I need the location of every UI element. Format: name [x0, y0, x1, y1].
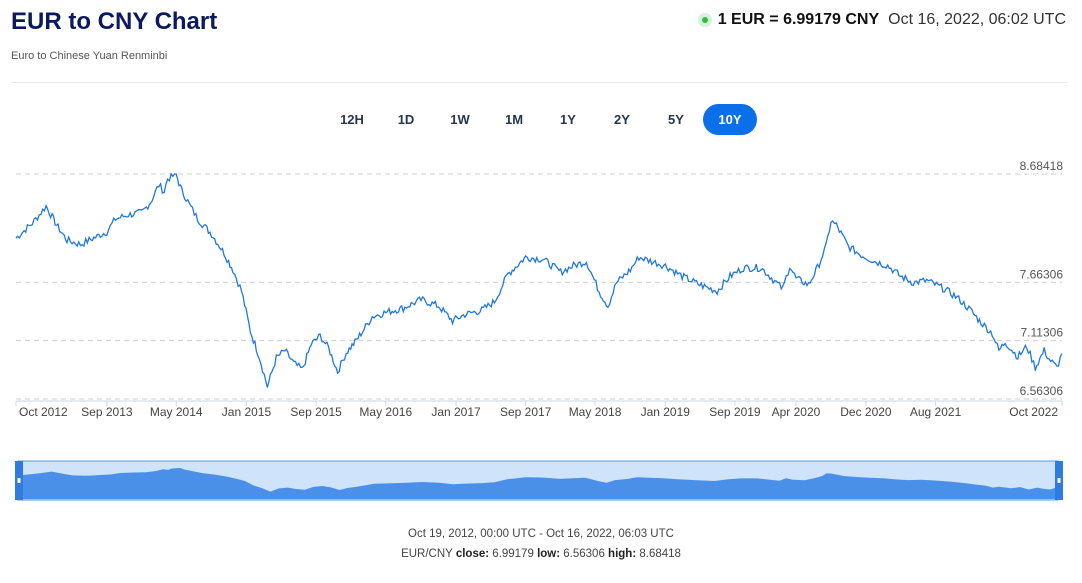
navigator-left-handle[interactable]: [15, 461, 23, 500]
x-tick-label: Jan 2015: [222, 405, 272, 419]
high-label: high:: [608, 548, 637, 560]
x-tick-label: May 2014: [150, 405, 203, 419]
x-tick-label: Aug 2021: [910, 405, 962, 419]
x-tick-label: Sep 2017: [500, 405, 552, 419]
range-navigator[interactable]: [15, 460, 1063, 501]
x-tick-label: Jan 2019: [641, 405, 691, 419]
header-divider: [11, 82, 1068, 83]
current-rate: 1 EUR = 6.99179 CNY Oct 16, 2022, 06:02 …: [697, 11, 1066, 29]
x-tick-label: Dec 2020: [840, 405, 892, 419]
y-tick-label: 7.11306: [1021, 326, 1064, 340]
summary-stats: EUR/CNY close: 6.99179 low: 6.56306 high…: [0, 548, 1082, 560]
close-value: 6.99179: [492, 548, 534, 560]
x-tick-label: May 2018: [569, 405, 622, 419]
tab-12h[interactable]: 12H: [340, 112, 364, 127]
y-tick-label: 6.56306: [1020, 384, 1064, 398]
close-label: close:: [455, 548, 490, 560]
page-subtitle: Euro to Chinese Yuan Renminbi: [11, 50, 168, 62]
tab-1d[interactable]: 1D: [397, 112, 415, 127]
x-tick-label: Sep 2019: [709, 405, 761, 419]
page-title: EUR to CNY Chart: [11, 8, 218, 35]
tab-10y[interactable]: 10Y: [703, 104, 757, 135]
rate-value: 1 EUR = 6.99179 CNY: [717, 11, 880, 28]
y-axis-labels: 8.68418 7.66306 7.11306 6.56306: [1020, 159, 1064, 398]
x-tick-label: Jan 2017: [431, 405, 481, 419]
navigator-area: [22, 468, 1055, 499]
tab-1w[interactable]: 1W: [450, 112, 470, 127]
navigator-right-handle[interactable]: [1055, 461, 1063, 500]
tab-1m[interactable]: 1M: [504, 112, 524, 127]
y-tick-label: 8.68418: [1020, 159, 1064, 173]
rate-series-line: [15, 172, 1063, 388]
low-value: 6.56306: [563, 548, 605, 560]
x-tick-label: Oct 2012: [19, 405, 68, 419]
date-range-label: Oct 19, 2012, 00:00 UTC - Oct 16, 2022, …: [408, 528, 674, 540]
tab-2y[interactable]: 2Y: [614, 112, 630, 127]
grid-lines: [16, 173, 1062, 400]
tab-1y[interactable]: 1Y: [560, 112, 576, 127]
y-tick-label: 7.66306: [1020, 267, 1064, 281]
exchange-rate-chart: 8.68418 7.66306 7.11306 6.56306 Oct 2012 Sep…: [15, 159, 1064, 501]
range-tabs: 12H 1D 1W 1M 1Y 2Y 5Y 10Y: [0, 104, 1082, 135]
live-status-icon: [697, 13, 712, 27]
x-tick-label: Sep 2015: [290, 405, 342, 419]
x-tick-label: Oct 2022: [1009, 405, 1058, 419]
tab-5y[interactable]: 5Y: [668, 112, 684, 127]
x-axis-labels: Oct 2012 Sep 2013 May 2014 Jan 2015 Sep 2015…: [15, 401, 1063, 419]
x-tick-label: Apr 2020: [772, 405, 821, 419]
x-tick-label: May 2016: [359, 405, 412, 419]
low-label: low:: [537, 548, 561, 560]
x-tick-label: Sep 2013: [81, 405, 133, 419]
rate-timestamp: Oct 16, 2022, 06:02 UTC: [888, 11, 1066, 28]
pair-label: EUR/CNY: [401, 548, 453, 560]
high-value: 8.68418: [639, 548, 681, 560]
